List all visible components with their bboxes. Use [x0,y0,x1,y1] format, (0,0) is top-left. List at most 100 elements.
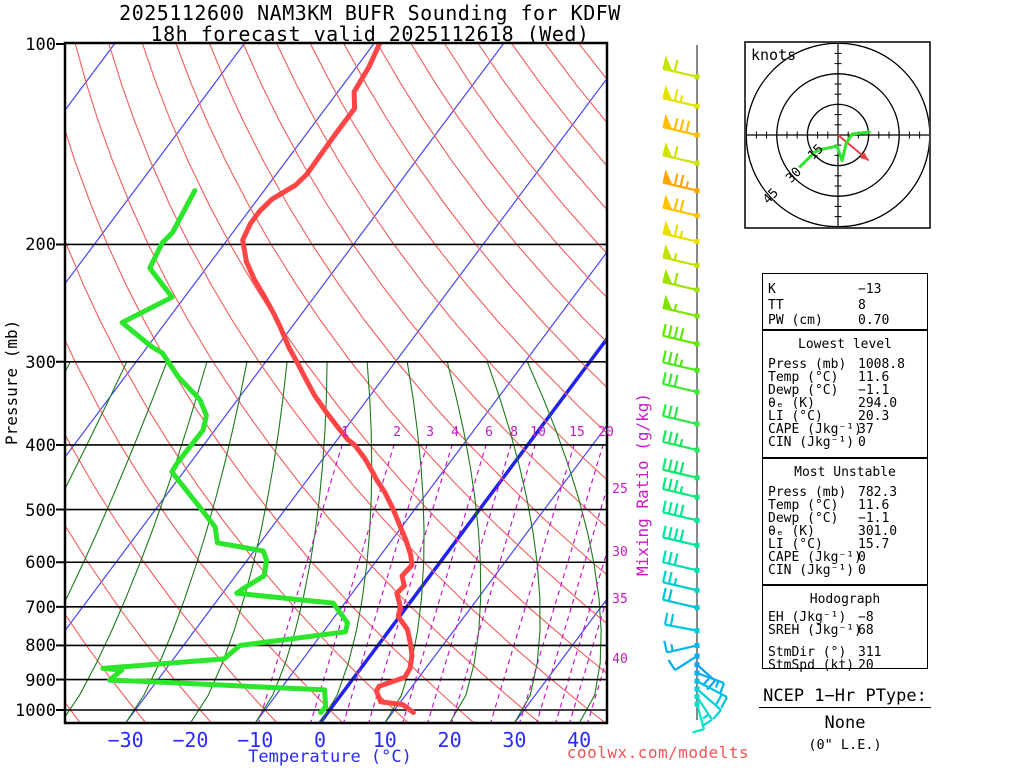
temperature-tick-label: 0 [313,728,327,752]
watermark-link[interactable]: coolwx.com/modelts [566,743,750,762]
wind-barb [662,268,700,293]
wind-barb [661,525,700,548]
stats-row: CIN (Jkg⁻¹) 0 [763,563,927,578]
stats-row: EH (Jkg⁻¹) −8 [763,610,927,625]
mixing-ratio-value-label: 35 [612,592,628,607]
isotherm-line [65,43,246,285]
mixing-ratio-line [368,443,453,723]
temperature-trace [240,43,416,715]
dry-adiabat-line [511,43,607,167]
stats-row: LI (°C) 15.7 [763,537,927,552]
stats-row-label: EH (Jkg⁻¹) [768,610,847,625]
stats-row: CAPE (Jkg⁻¹) 37 [763,422,927,437]
isotherm-line [65,43,505,632]
stats-row-value: 37 [858,422,874,437]
wind-barb [661,430,700,453]
dry-adiabat-line [142,43,607,675]
pressure-tick-label: 800 [25,636,56,657]
stats-row-value: 0 [858,563,866,578]
stats-row-value: −1.1 [858,383,890,398]
temperature-tick-label: 40 [567,728,592,752]
moist-adiabat-line [446,361,482,723]
pressure-tick-label: 600 [25,553,56,574]
mixing-ratio-line [427,443,512,723]
stats-row: Temp (°C) 11.6 [763,370,927,385]
isotherm-line [384,424,607,723]
ptype-heading: NCEP 1−Hr PType: [759,686,931,708]
mixing-ratio-value-label: 2 [393,425,401,440]
wind-barb [662,220,700,245]
moist-adiabat-line [65,361,208,718]
stats-row-label: Dewp (°C) [768,511,839,526]
temperature-axis-label: Temperature (°C) [248,747,412,767]
dry-adiabat-line [377,43,607,343]
stats-row: TT 8 [763,298,927,314]
stats-row-value: 15.7 [858,537,890,552]
mixing-ratio-value-label: 4 [451,425,459,440]
stats-row-label: CIN (Jkg⁻¹) [768,435,855,450]
wind-barb [662,141,700,166]
stats-row-label: CAPE (Jkg⁻¹) [768,422,862,437]
mixing-ratio-line [258,443,343,723]
stats-row: K −13 [763,282,927,298]
stats-row-label: TT [768,297,784,313]
hodograph-border [744,41,931,229]
stats-row: Press (mb) 782.3 [763,485,927,500]
stats-row-value: −13 [858,282,882,297]
mixing-ratio-axis-label: Mixing Ratio (g/kg) [633,392,652,576]
wind-barb [662,113,700,138]
isotherm-line [65,43,375,459]
stats-row-value: 0 [858,550,866,565]
stats-row: StmDir (°) 311 [763,645,927,660]
mixing-ratio-value-label: 3 [426,425,434,440]
wind-barb [661,350,700,373]
wind-barb [661,570,700,593]
pressure-tick-label: 900 [25,670,56,691]
isotherm-line [125,77,607,723]
mixing-ratio-line [519,443,604,723]
pressure-tick-label: 300 [25,352,56,373]
dry-adiabat-line [65,338,343,723]
wind-barb [667,653,700,672]
stats-row-label: StmSpd (kt) [768,658,855,673]
dry-adiabat-line [343,43,607,389]
dry-adiabat-line [65,433,278,723]
stats-row: StmSpd (kt) 20 [763,658,927,673]
stats-row-label: Temp (°C) [768,498,839,513]
stats-row: SREH (Jkg⁻¹) 68 [763,623,927,638]
stats-row-value: 68 [858,623,874,638]
wind-barb [694,686,722,720]
temperature-tick-label: −20 [172,728,209,752]
mixing-ratio-line [490,443,575,723]
moist-adiabat-line [65,361,128,490]
hodograph-ring [776,73,900,197]
stats-panel: Hodograph EH (Jkg⁻¹) −8 SREH (Jkg⁻¹) 68 StmDi… [762,585,928,673]
stats-row-label: K [768,282,776,297]
dry-adiabat-line [444,43,607,255]
chart-title: 2025112600 NAM3KM BUFR Sounding for KDFW [119,1,621,25]
stats-row: Dewp (°C) −1.1 [763,383,927,398]
stats-row: Dewp (°C) −1.1 [763,511,927,526]
stats-row-label: Press (mb) [768,357,847,372]
temperature-tick-label: 10 [372,728,397,752]
stats-row-value: −8 [858,610,874,625]
moist-adiabat-line [319,361,373,723]
wind-barb [694,670,726,695]
wind-barb [661,477,700,500]
moist-adiabat-line [526,361,602,723]
stats-row-value: 8 [858,297,866,313]
skewt-plot-area [65,43,607,723]
isotherm-line [513,598,607,723]
stats-row-value: 294.0 [858,396,898,411]
stats-row-label: Temp (°C) [768,370,839,385]
stats-row: Temp (°C) 11.6 [763,498,927,513]
mixing-ratio-line [555,549,607,723]
stats-row-value: 20.3 [858,409,890,424]
stats-row-label: StmDir (°) [768,645,847,660]
stats-panel-title: Most Unstable [794,465,896,480]
wind-barb [662,294,700,319]
stats-row-value: 11.6 [858,498,890,513]
wind-barb [663,612,700,634]
